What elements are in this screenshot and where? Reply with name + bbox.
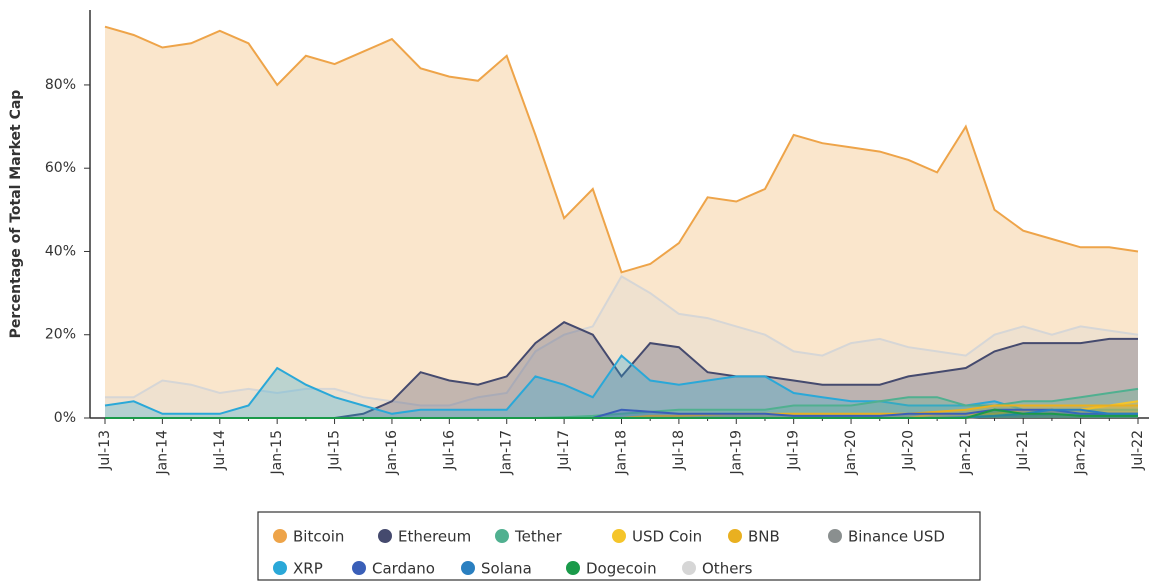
legend-box [257,511,981,581]
x-tick-label: Jan-14 [154,430,170,476]
legend-swatch [273,529,287,543]
x-tick-label: Jan-21 [958,430,974,475]
x-tick-label: Jul-14 [212,430,228,471]
area [105,276,1138,418]
x-tick-label: Jul-15 [327,430,343,471]
legend-swatch [273,561,287,575]
legend-label: BNB [748,528,780,546]
area [105,355,1138,418]
legend: Bitcoin Ethereum Tether USD Coin BNB Binance … [273,528,945,578]
legend-label: Solana [481,560,532,578]
x-tick-label: Jan-17 [499,430,515,475]
area [105,413,1138,418]
legend-label: Cardano [372,560,435,578]
x-tick-label: Jul-13 [97,430,113,471]
legend-swatch [378,529,392,543]
line [104,25,1139,274]
legend-swatch [352,561,366,575]
legend-label: Bitcoin [293,528,344,546]
x-tick-label: Jan-16 [384,430,400,476]
y-tick-label: 60% [45,160,76,176]
legend-swatch [461,561,475,575]
y-tick-label: 80% [45,77,76,93]
x-tick-label: Jul-16 [441,430,457,471]
x-tick-label: Jan-22 [1073,430,1089,475]
legend-swatch [828,529,842,543]
area [105,409,1138,418]
legend-label: Others [702,560,753,578]
y-tick-label: 40% [45,243,76,259]
y-axis-label: Percentage of Total Market Cap [8,90,24,339]
legend-label: Tether [514,528,562,546]
line [105,408,1138,419]
y-tick-label: 0% [54,410,76,426]
legend-label: Ethereum [398,528,471,546]
area [105,409,1138,418]
legend-swatch [612,529,626,543]
line [105,275,1139,407]
x-tick-label: Jul-21 [1015,430,1031,471]
x-tick-label: Jul-19 [786,430,802,471]
x-tick-label: Jan-20 [843,430,859,475]
legend-swatch [728,529,742,543]
x-tick-label: Jul-20 [900,430,916,471]
legend-swatch [566,561,580,575]
legend-label: XRP [293,560,323,578]
x-tick-label: Jul-17 [556,430,572,471]
legend-label: Dogecoin [586,560,657,578]
x-tick-label: Jul-22 [1130,430,1146,471]
area [105,26,1138,418]
legend-label: Binance USD [848,528,945,546]
legend-label: USD Coin [632,528,702,546]
area [105,322,1138,418]
legend-swatch [682,561,696,575]
x-tick-label: Jan-19 [728,430,744,475]
x-tick-label: Jul-18 [671,430,687,471]
x-tick-label: Jan-15 [269,430,285,475]
legend-swatch [495,529,509,543]
area [105,405,1138,418]
x-tick-label: Jan-18 [614,430,630,475]
area [105,388,1138,418]
y-tick-label: 20% [45,327,76,343]
